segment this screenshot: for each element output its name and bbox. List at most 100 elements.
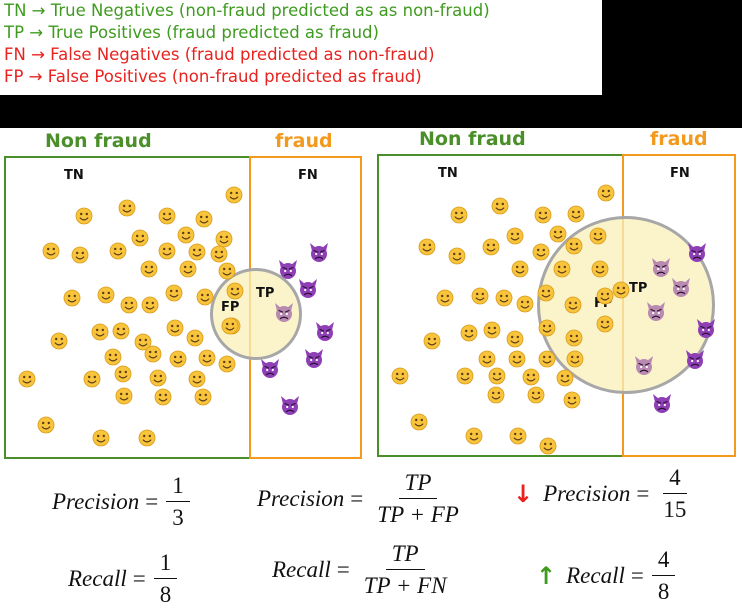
recall-word: Recall bbox=[566, 562, 625, 588]
smiley-face-icon bbox=[75, 207, 93, 225]
smiley-face-icon bbox=[210, 245, 228, 263]
precision-word: Precision bbox=[543, 480, 631, 506]
general-recall-formula: Recall = TP TP + FN bbox=[272, 541, 453, 598]
smiley-face-icon bbox=[456, 367, 474, 385]
smiley-face-icon bbox=[218, 355, 236, 373]
devil-face-icon bbox=[310, 243, 328, 262]
smiley-face-icon bbox=[71, 246, 89, 264]
smiley-face-icon bbox=[218, 262, 236, 280]
smiley-face-icon bbox=[194, 388, 212, 406]
smiley-face-icon bbox=[566, 350, 584, 368]
smiley-face-icon bbox=[563, 391, 581, 409]
devil-face-icon bbox=[275, 303, 293, 322]
denominator: 15 bbox=[663, 497, 687, 522]
equals-sign: = bbox=[132, 565, 146, 591]
down-arrow-icon: ↓ bbox=[513, 479, 534, 508]
right-tn-label: TN bbox=[438, 166, 458, 181]
fraction: 4 15 bbox=[657, 465, 692, 522]
left-tp-label: TP bbox=[256, 286, 275, 301]
smiley-face-icon bbox=[154, 388, 172, 406]
smiley-face-icon bbox=[83, 370, 101, 388]
devil-face-icon bbox=[261, 359, 279, 378]
left-fraud-label: fraud bbox=[275, 130, 333, 152]
smiley-face-icon bbox=[509, 427, 527, 445]
numerator: 1 bbox=[166, 473, 190, 502]
smiley-face-icon bbox=[549, 225, 567, 243]
smiley-face-icon bbox=[597, 184, 615, 202]
devil-face-icon bbox=[653, 394, 671, 413]
smiley-face-icon bbox=[564, 296, 582, 314]
smiley-face-icon bbox=[539, 437, 557, 455]
smiley-face-icon bbox=[169, 350, 187, 368]
denominator: 3 bbox=[172, 505, 184, 530]
smiley-face-icon bbox=[491, 197, 509, 215]
legend: TN → True Negatives (non-fraud predicted… bbox=[0, 0, 602, 95]
devil-face-icon bbox=[672, 278, 690, 297]
smiley-face-icon bbox=[391, 367, 409, 385]
equals-sign: = bbox=[636, 480, 650, 506]
smiley-face-icon bbox=[436, 289, 454, 307]
smiley-face-icon bbox=[131, 229, 149, 247]
smiley-face-icon bbox=[225, 186, 243, 204]
smiley-face-icon bbox=[226, 282, 244, 300]
smiley-face-icon bbox=[511, 260, 529, 278]
smiley-face-icon bbox=[487, 386, 505, 404]
smiley-face-icon bbox=[556, 369, 574, 387]
smiley-face-icon bbox=[138, 429, 156, 447]
left-fp-label: FP bbox=[221, 300, 240, 315]
devil-face-icon bbox=[686, 350, 704, 369]
smiley-face-icon bbox=[188, 370, 206, 388]
smiley-face-icon bbox=[177, 226, 195, 244]
diagram-area: Non fraud fraud TN FN FP TP Non fraud fr… bbox=[0, 128, 742, 613]
smiley-face-icon bbox=[109, 242, 127, 260]
devil-face-icon bbox=[281, 396, 299, 415]
up-arrow-icon: ↑ bbox=[536, 561, 557, 590]
smiley-face-icon bbox=[186, 329, 204, 347]
denominator: 8 bbox=[657, 579, 670, 604]
equals-sign: = bbox=[145, 488, 159, 514]
smiley-face-icon bbox=[120, 296, 138, 314]
equals-sign: = bbox=[336, 556, 350, 582]
smiley-face-icon bbox=[589, 227, 607, 245]
right-non-fraud-label: Non fraud bbox=[419, 128, 526, 150]
fraction: 4 8 bbox=[651, 547, 676, 604]
smiley-face-icon bbox=[522, 368, 540, 386]
smiley-face-icon bbox=[42, 242, 60, 260]
smiley-face-icon bbox=[465, 427, 483, 445]
left-precision-formula: Precision = 1 3 bbox=[52, 473, 190, 530]
smiley-face-icon bbox=[534, 206, 552, 224]
smiley-face-icon bbox=[37, 416, 55, 434]
smiley-face-icon bbox=[565, 329, 583, 347]
smiley-face-icon bbox=[596, 315, 614, 333]
smiley-face-icon bbox=[538, 350, 556, 368]
smiley-face-icon bbox=[198, 349, 216, 367]
smiley-face-icon bbox=[596, 287, 614, 305]
general-precision-formula: Precision = TP TP + FP bbox=[257, 470, 465, 527]
smiley-face-icon bbox=[482, 238, 500, 256]
fraction: 1 3 bbox=[166, 473, 190, 530]
numerator: 4 bbox=[651, 547, 676, 576]
smiley-face-icon bbox=[215, 230, 233, 248]
denominator: TP + FN bbox=[363, 573, 447, 598]
smiley-face-icon bbox=[63, 289, 81, 307]
smiley-face-icon bbox=[553, 260, 571, 278]
numerator: 4 bbox=[663, 465, 687, 494]
denominator: TP + FP bbox=[377, 502, 459, 527]
smiley-face-icon bbox=[532, 243, 550, 261]
smiley-face-icon bbox=[118, 199, 136, 217]
smiley-face-icon bbox=[508, 350, 526, 368]
smiley-face-icon bbox=[448, 247, 466, 265]
right-precision-formula: ↓ Precision = 4 15 bbox=[513, 465, 692, 522]
smiley-face-icon bbox=[104, 348, 122, 366]
numerator: TP bbox=[385, 541, 425, 570]
smiley-face-icon bbox=[97, 286, 115, 304]
recall-word: Recall bbox=[272, 556, 331, 582]
smiley-face-icon bbox=[165, 284, 183, 302]
devil-face-icon bbox=[305, 349, 323, 368]
numerator: TP bbox=[398, 470, 438, 499]
smiley-face-icon bbox=[483, 321, 501, 339]
smiley-face-icon bbox=[565, 237, 583, 255]
smiley-face-icon bbox=[410, 413, 428, 431]
smiley-face-icon bbox=[506, 227, 524, 245]
legend-tp: TP → True Positives (fraud predicted as … bbox=[4, 23, 379, 42]
